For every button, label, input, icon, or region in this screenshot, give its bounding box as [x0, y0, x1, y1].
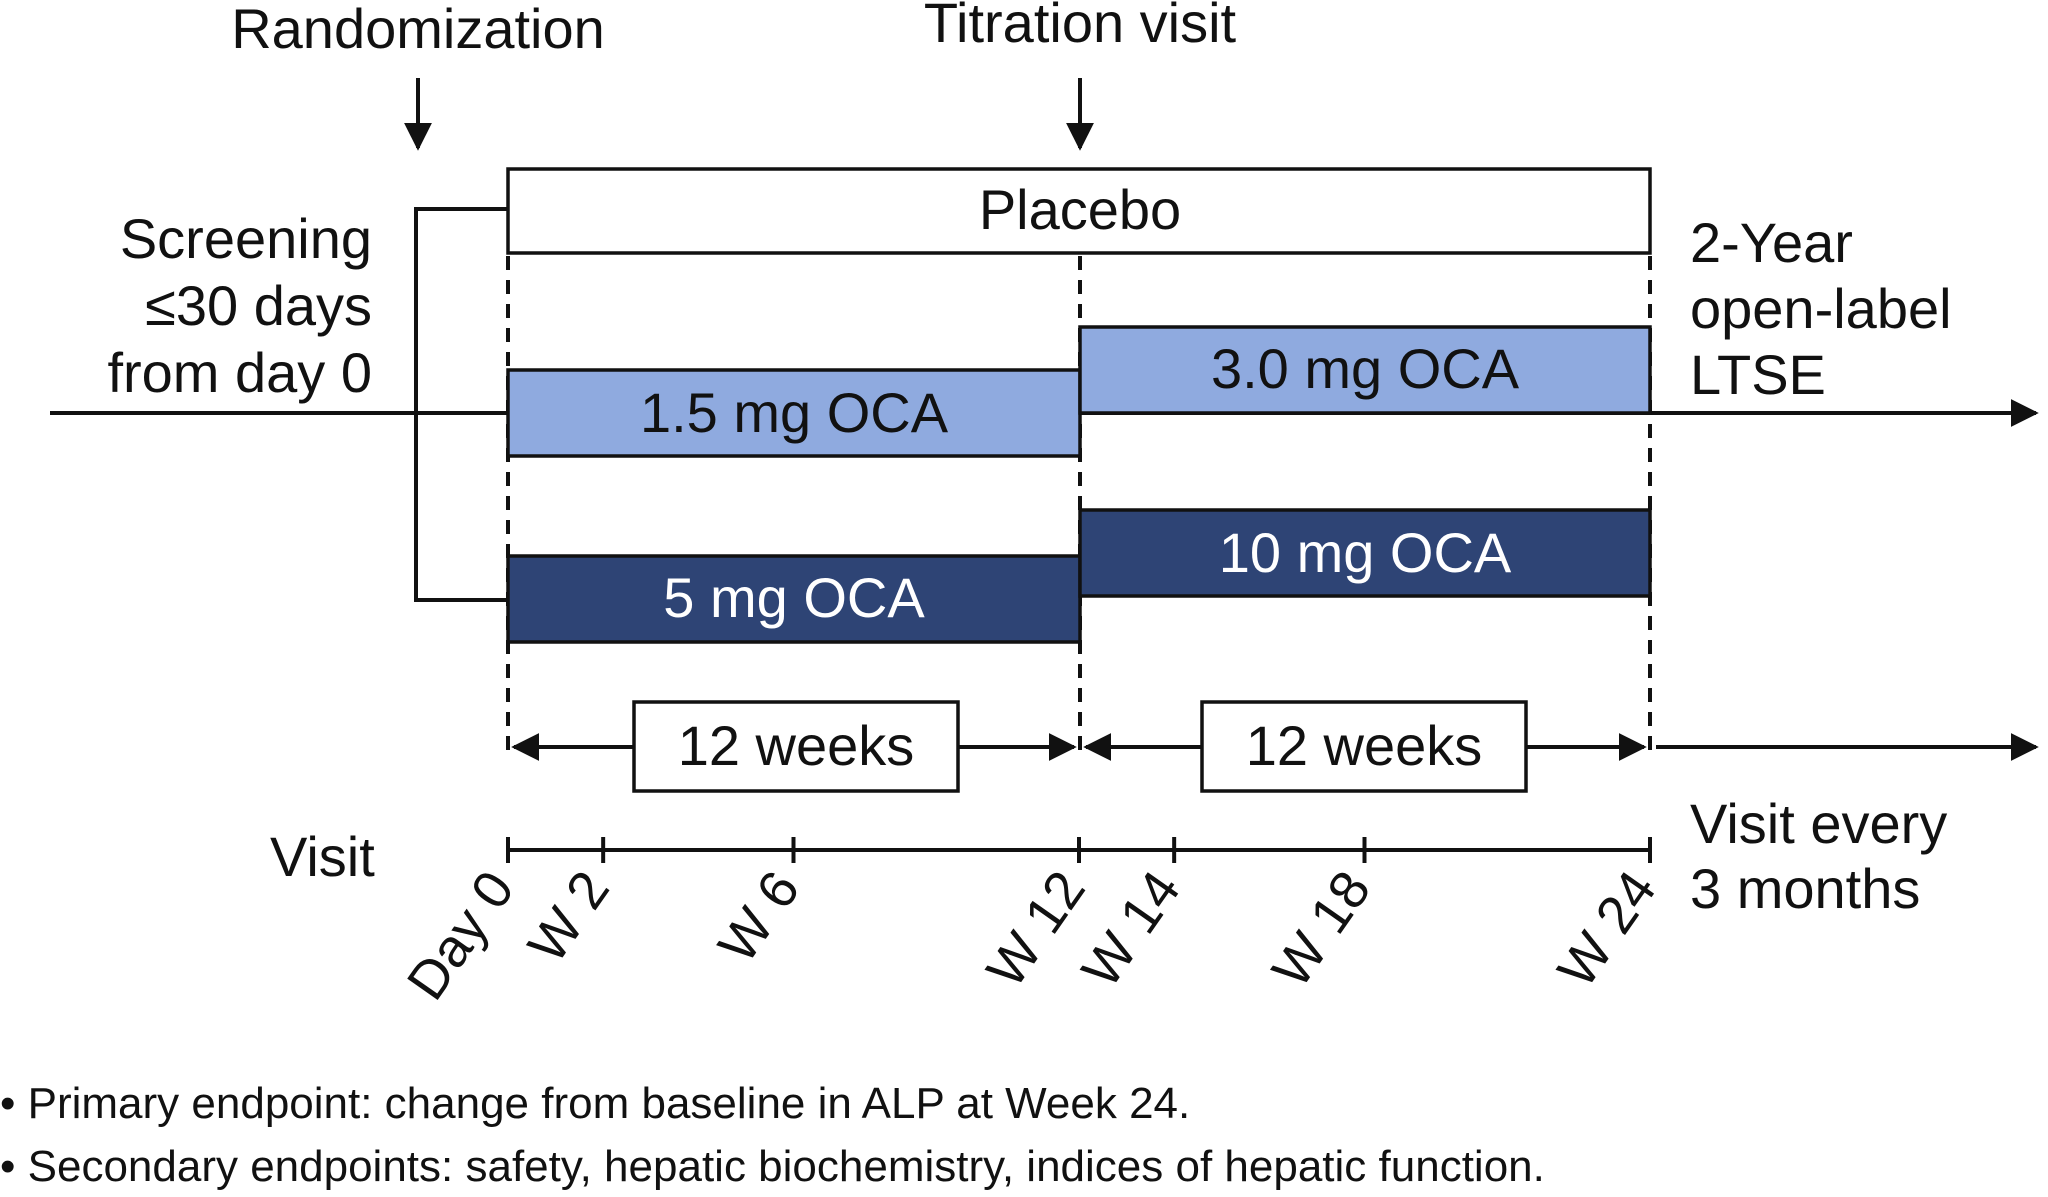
low-dose-phase1-label: 1.5 mg OCA — [640, 381, 949, 444]
visit-tick-label: W 12 — [975, 860, 1096, 998]
visit-every-line-2: 3 months — [1690, 857, 1920, 920]
randomization-label: Randomization — [231, 0, 605, 60]
low-dose-phase2-label: 3.0 mg OCA — [1211, 337, 1520, 400]
visit-tick-label: W 2 — [517, 860, 621, 973]
primary-endpoint-note: • Primary endpoint: change from baseline… — [0, 1079, 1190, 1128]
titration-visit-label: Titration visit — [924, 0, 1237, 54]
period1-box — [632, 700, 960, 793]
open-label-line-3: LTSE — [1690, 343, 1826, 406]
visit-tick-label: W 6 — [707, 860, 811, 973]
high-dose-phase2-bar — [1078, 508, 1652, 598]
randomization-bracket — [414, 207, 508, 602]
high-dose-phase1-bar — [506, 554, 1082, 644]
visit-tick-label: W 18 — [1261, 860, 1382, 998]
open-label-line-2: open-label — [1690, 277, 1952, 340]
low-dose-phase2-bar — [1078, 325, 1652, 415]
period2-box — [1200, 700, 1528, 793]
high-dose-phase1-label: 5 mg OCA — [663, 566, 925, 629]
visit-tick-label: W 24 — [1546, 860, 1667, 998]
screening-line-2: ≤30 days — [145, 274, 372, 337]
visit-ticks: Day 0W 2 W 6 W 12W 14 W 18 W 24 — [396, 837, 1668, 1010]
period1-label: 12 weeks — [678, 714, 915, 777]
screening-line-3: from day 0 — [107, 341, 372, 404]
visit-label: Visit — [270, 825, 375, 888]
visit-every-line-1: Visit every — [1690, 792, 1947, 855]
placebo-arm-bar — [506, 167, 1652, 255]
open-label-line-1: 2-Year — [1690, 211, 1853, 274]
screening-line-1: Screening — [120, 207, 372, 270]
placebo-label: Placebo — [979, 178, 1181, 241]
visit-tick-label: Day 0 — [396, 860, 526, 1010]
secondary-endpoint-note: • Secondary endpoints: safety, hepatic b… — [0, 1142, 1545, 1191]
high-dose-phase2-label: 10 mg OCA — [1219, 521, 1512, 584]
period2-label: 12 weeks — [1246, 714, 1483, 777]
visit-tick-label: W 14 — [1071, 860, 1192, 998]
